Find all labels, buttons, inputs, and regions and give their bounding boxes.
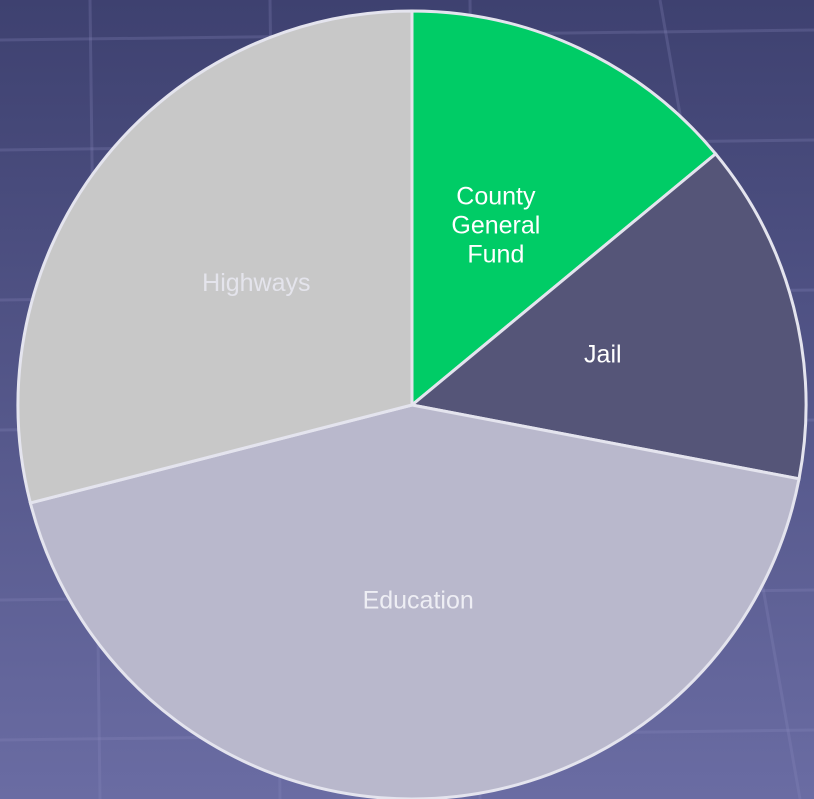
- slice-label: County General Fund: [451, 182, 540, 268]
- slice-label: Education: [363, 587, 474, 615]
- pie-slice: [410, 9, 718, 409]
- pie-slice: [408, 151, 808, 481]
- pie-slice: [16, 9, 414, 505]
- slice-label: Jail: [584, 341, 622, 369]
- pie: County General Fund Jail Education Highways: [16, 9, 808, 799]
- slice-label: Highways: [202, 269, 310, 297]
